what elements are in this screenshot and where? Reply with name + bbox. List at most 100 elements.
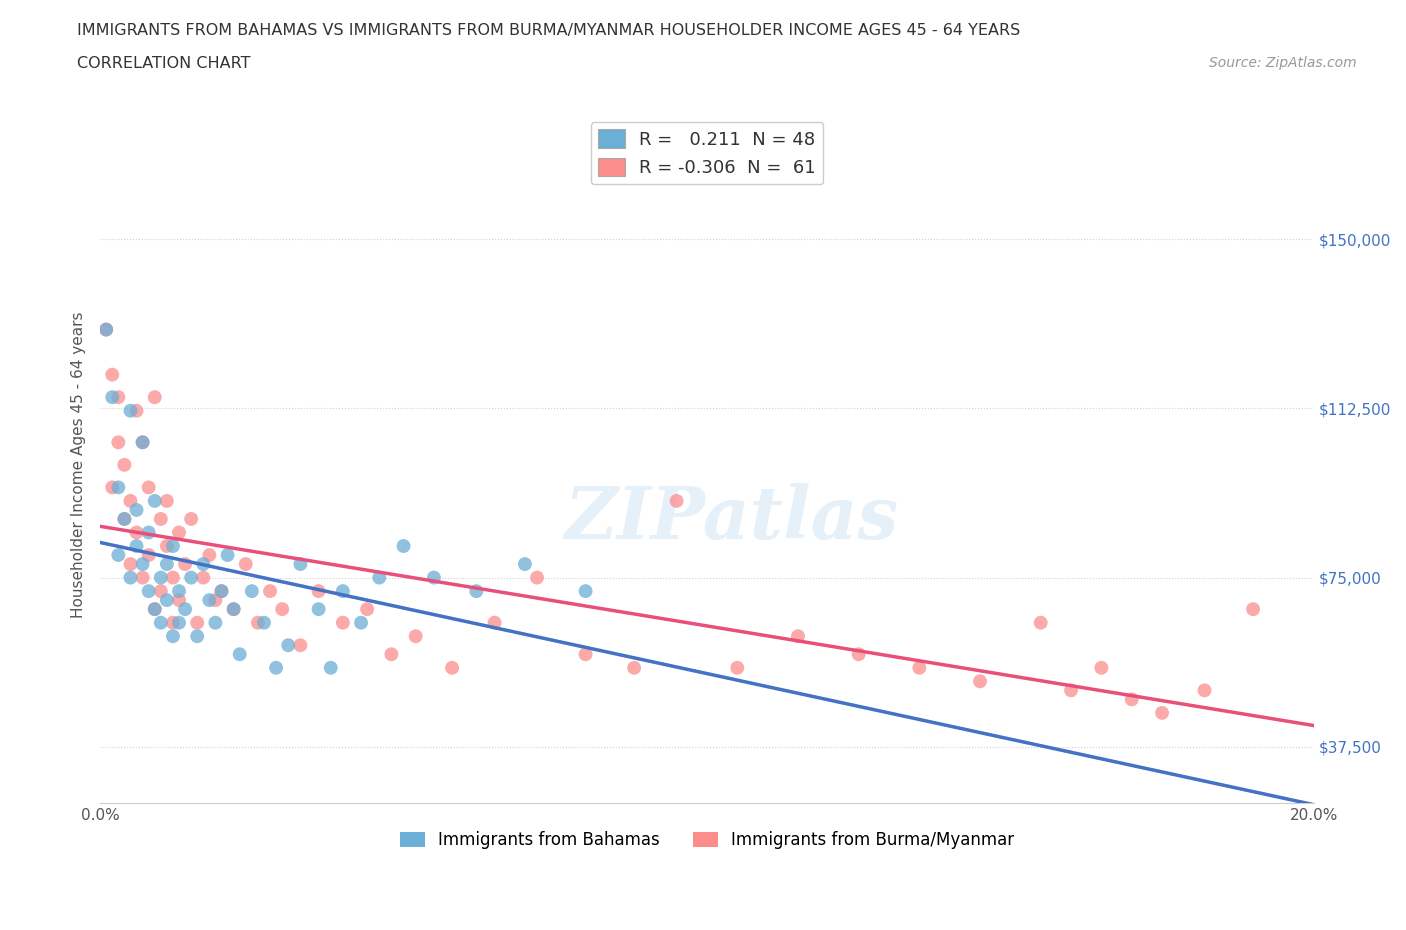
Point [441, 660, 464, 675]
Point [186, 629, 208, 644]
Point [174, 557, 197, 572]
Point [368, 570, 391, 585]
Point [125, 525, 148, 540]
Point [198, 592, 221, 607]
Point [264, 660, 287, 675]
Point [217, 548, 239, 563]
Point [138, 480, 160, 495]
Point [271, 602, 294, 617]
Point [143, 494, 166, 509]
Point [125, 502, 148, 517]
Point [1152, 706, 1174, 721]
Point [101, 390, 124, 405]
Point [574, 647, 596, 662]
Point [149, 570, 172, 585]
Point [162, 538, 184, 553]
Point [969, 674, 991, 689]
Point [308, 602, 330, 617]
Point [665, 494, 688, 509]
Point [204, 592, 226, 607]
Point [186, 616, 208, 631]
Point [96, 322, 118, 337]
Point [112, 458, 135, 472]
Point [392, 538, 415, 553]
Point [222, 602, 245, 617]
Point [405, 629, 427, 644]
Point [131, 570, 153, 585]
Point [107, 480, 129, 495]
Point [380, 647, 402, 662]
Text: IMMIGRANTS FROM BAHAMAS VS IMMIGRANTS FROM BURMA/MYANMAR HOUSEHOLDER INCOME AGES: IMMIGRANTS FROM BAHAMAS VS IMMIGRANTS FR… [77, 23, 1021, 38]
Point [423, 570, 446, 585]
Point [193, 570, 215, 585]
Point [222, 602, 245, 617]
Point [332, 616, 354, 631]
Point [725, 660, 748, 675]
Point [1194, 683, 1216, 698]
Point [143, 390, 166, 405]
Point [574, 584, 596, 599]
Point [277, 638, 299, 653]
Point [138, 584, 160, 599]
Point [290, 557, 312, 572]
Point [143, 602, 166, 617]
Point [308, 584, 330, 599]
Point [908, 660, 931, 675]
Point [125, 538, 148, 553]
Point [162, 570, 184, 585]
Point [240, 584, 263, 599]
Point [1029, 616, 1052, 631]
Point [156, 557, 179, 572]
Point [290, 638, 312, 653]
Point [246, 616, 269, 631]
Point [235, 557, 257, 572]
Point [180, 512, 202, 526]
Point [465, 584, 488, 599]
Point [131, 435, 153, 450]
Text: Source: ZipAtlas.com: Source: ZipAtlas.com [1209, 56, 1357, 70]
Point [149, 512, 172, 526]
Point [787, 629, 810, 644]
Point [167, 616, 190, 631]
Point [120, 494, 142, 509]
Point [107, 390, 129, 405]
Point [193, 557, 215, 572]
Point [107, 435, 129, 450]
Point [162, 616, 184, 631]
Point [162, 629, 184, 644]
Point [167, 584, 190, 599]
Point [101, 367, 124, 382]
Point [125, 404, 148, 418]
Point [228, 647, 250, 662]
Point [1121, 692, 1143, 707]
Text: CORRELATION CHART: CORRELATION CHART [77, 56, 250, 71]
Point [156, 538, 179, 553]
Legend: Immigrants from Bahamas, Immigrants from Burma/Myanmar: Immigrants from Bahamas, Immigrants from… [392, 824, 1021, 856]
Point [120, 557, 142, 572]
Point [259, 584, 281, 599]
Point [167, 525, 190, 540]
Point [253, 616, 276, 631]
Point [101, 480, 124, 495]
Point [204, 616, 226, 631]
Point [848, 647, 870, 662]
Point [138, 548, 160, 563]
Point [211, 584, 233, 599]
Point [623, 660, 645, 675]
Point [180, 570, 202, 585]
Point [131, 435, 153, 450]
Text: ZIPatlas: ZIPatlas [564, 484, 898, 554]
Point [149, 584, 172, 599]
Point [107, 548, 129, 563]
Point [332, 584, 354, 599]
Point [112, 512, 135, 526]
Point [211, 584, 233, 599]
Point [319, 660, 342, 675]
Point [156, 592, 179, 607]
Point [112, 512, 135, 526]
Point [484, 616, 506, 631]
Point [356, 602, 378, 617]
Point [131, 557, 153, 572]
Point [350, 616, 373, 631]
Point [120, 404, 142, 418]
